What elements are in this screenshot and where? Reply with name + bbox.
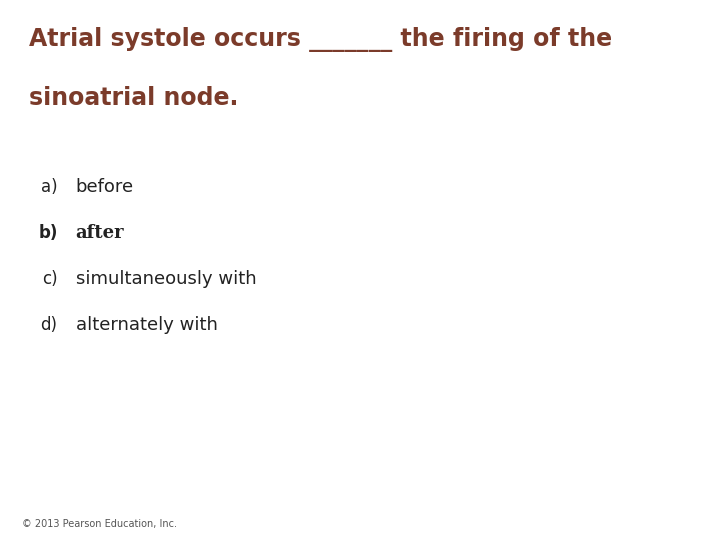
Text: sinoatrial node.: sinoatrial node.: [29, 86, 238, 110]
Text: b): b): [38, 224, 58, 242]
Text: c): c): [42, 270, 58, 288]
Text: Atrial systole occurs _______ the firing of the: Atrial systole occurs _______ the firing…: [29, 27, 612, 52]
Text: © 2013 Pearson Education, Inc.: © 2013 Pearson Education, Inc.: [22, 519, 176, 529]
Text: after: after: [76, 224, 125, 242]
Text: alternately with: alternately with: [76, 316, 217, 334]
Text: d): d): [40, 316, 58, 334]
Text: before: before: [76, 178, 134, 196]
Text: a): a): [41, 178, 58, 196]
Text: simultaneously with: simultaneously with: [76, 270, 256, 288]
